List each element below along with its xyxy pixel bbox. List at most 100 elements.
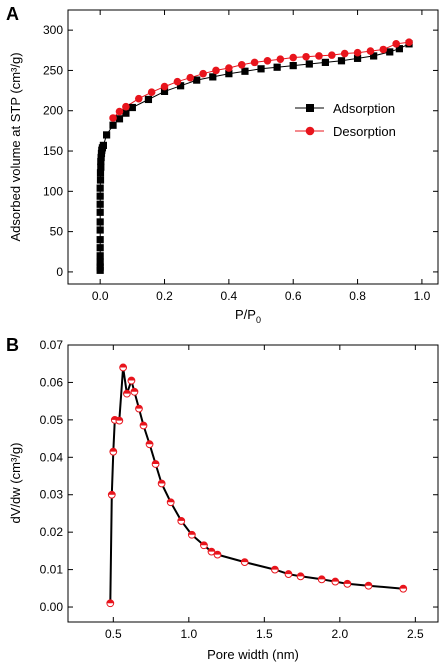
adsorption-point (353, 54, 362, 62)
pore-distribution-point-fill (399, 585, 407, 589)
pore-distribution-point-fill (115, 417, 123, 421)
panel-a-y-axis-label: Adsorbed volume at STP (cm³/g) (8, 52, 23, 241)
panel-b-x-tick-label: 0.5 (105, 627, 122, 641)
desorption-point (160, 82, 169, 91)
panel-a-x-tick-label: 1.0 (414, 289, 431, 303)
panel-a-x-axis-label: P/P0 (235, 307, 261, 325)
pore-distribution-point-fill (318, 575, 326, 580)
desorption-point (147, 88, 156, 96)
adsorption-point (96, 236, 104, 244)
adsorption-point (305, 60, 313, 68)
desorption-point (109, 114, 117, 122)
panel-b-y-tick-label: 0.00 (40, 600, 64, 614)
adsorption-point (96, 263, 104, 271)
desorption-point (199, 69, 207, 78)
legend-adsorption-marker (306, 104, 314, 112)
pore-distribution-point-fill (135, 405, 143, 409)
pore-distribution-line (109, 366, 404, 604)
panel-b-y-tick-label: 0.07 (40, 338, 64, 352)
pore-distribution-point-fill (152, 460, 159, 465)
adsorption-point (225, 70, 233, 78)
adsorption-point (96, 192, 104, 200)
pore-distribution-point-fill (365, 582, 372, 586)
panel-b-y-tick-label: 0.01 (40, 563, 64, 577)
panel-b-label: B (6, 335, 19, 355)
panel-a-y-tick-label: 200 (43, 104, 63, 118)
adsorption-point (257, 65, 265, 73)
adsorption-point (96, 226, 104, 234)
panel-b-y-tick-label: 0.05 (40, 413, 64, 427)
adsorption-point (96, 169, 105, 177)
pore-distribution-point-fill (297, 572, 304, 577)
adsorption-point (96, 244, 104, 252)
adsorption-point (160, 87, 169, 95)
adsorption-point (97, 157, 105, 166)
desorption-point (250, 58, 259, 67)
adsorption-point (103, 131, 111, 139)
adsorption-point (96, 184, 104, 192)
panel-b-y-tick-label: 0.06 (40, 375, 64, 389)
panel-b-x-tick-label: 2.0 (331, 627, 348, 641)
legend-adsorption-label: Adsorption (333, 101, 395, 116)
pore-distribution-point-fill (106, 599, 114, 604)
pore-distribution-point-fill (188, 531, 196, 535)
desorption-point (405, 38, 413, 47)
adsorption-point (177, 82, 185, 90)
series-line-adsorption (99, 43, 410, 271)
panel-a-y-tick-label: 150 (43, 144, 63, 158)
desorption-point (328, 51, 336, 59)
desorption-point (173, 77, 182, 86)
pore-distribution-point-fill (108, 491, 116, 495)
panel-a-x-tick-label: 0.4 (221, 289, 238, 303)
adsorption-point (241, 67, 249, 75)
desorption-point (353, 48, 362, 57)
desorption-point (302, 52, 310, 61)
adsorption-point (321, 58, 329, 66)
adsorption-point (115, 115, 124, 123)
desorption-point (379, 45, 388, 54)
desorption-point (366, 47, 375, 55)
panel-a-y-tick-label: 250 (43, 63, 63, 77)
panel-a-plot-frame (67, 9, 439, 285)
panel-b-y-tick-label: 0.04 (40, 450, 64, 464)
pore-distribution-point-fill (214, 551, 221, 555)
panel-b-x-axis-label: Pore width (nm) (207, 647, 299, 662)
adsorption-point (96, 200, 104, 208)
panel-a-label: A (6, 4, 19, 24)
panel-a-y-tick-label: 50 (50, 225, 64, 239)
panel-a-x-tick-label: 0.2 (156, 289, 173, 303)
adsorption-point (144, 95, 153, 104)
adsorption-point (96, 208, 104, 216)
panel-a-x-tick-label: 0.0 (92, 289, 109, 303)
pore-distribution-point-fill (119, 364, 127, 368)
panel-a-legend: Adsorption Desorption (295, 101, 396, 139)
panel-a-y-tick-label: 0 (56, 265, 63, 279)
panel-b: B 0.5 1.0 1.5 2.0 2.5 0.00 0.01 0.02 0.03 0.04 0.0… (6, 335, 439, 662)
adsorption-point (386, 48, 394, 56)
desorption-point (186, 73, 195, 82)
adsorption-point (122, 109, 130, 117)
adsorption-point (96, 258, 104, 266)
panel-a-y-tick-label: 100 (43, 184, 63, 198)
panel-b-y-tick-label: 0.03 (40, 488, 64, 502)
adsorption-point (273, 63, 281, 71)
desorption-point (392, 40, 400, 48)
pore-distribution-point-fill (177, 517, 185, 521)
legend-desorption-label: Desorption (333, 124, 396, 139)
pore-distribution-point-fill (241, 558, 249, 563)
desorption-point (225, 64, 233, 72)
panel-a-x-tick-label: 0.6 (285, 289, 302, 303)
pore-distribution-point-fill (158, 480, 166, 484)
desorption-point (340, 49, 349, 58)
panel-a: A 0.0 0.2 0.4 0.6 0.8 1.0 0 50 100 150 200 250 300 A… (6, 4, 439, 325)
adsorption-point (96, 252, 104, 260)
adsorption-point (289, 62, 297, 70)
adsorption-point (96, 176, 105, 184)
panel-b-y-tick-label: 0.02 (40, 525, 64, 539)
pore-distribution-point-fill (343, 580, 351, 584)
adsorption-point (97, 153, 105, 162)
adsorption-point (193, 76, 201, 84)
panel-b-y-axis-label: dV/dw (cm³/g) (8, 443, 23, 524)
desorption-point (237, 61, 246, 69)
